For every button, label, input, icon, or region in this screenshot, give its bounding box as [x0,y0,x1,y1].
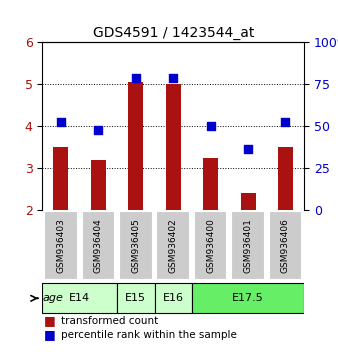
FancyBboxPatch shape [44,211,78,280]
Point [133,75,139,81]
Bar [166,84,181,210]
Text: E15: E15 [125,293,146,303]
Text: age: age [43,293,64,303]
Text: ■: ■ [44,314,56,327]
Bar [278,147,293,210]
Bar [53,147,68,210]
Text: E16: E16 [163,293,184,303]
Text: GSM936404: GSM936404 [94,218,103,273]
FancyBboxPatch shape [192,283,304,313]
Text: transformed count: transformed count [61,316,158,326]
Point [58,119,64,125]
Point [245,146,251,152]
Bar [91,160,106,210]
Bar [128,82,143,210]
Bar [241,193,256,210]
Point [96,127,101,133]
Text: GSM936400: GSM936400 [206,218,215,273]
FancyBboxPatch shape [154,283,192,313]
Point [170,75,176,81]
Text: GSM936406: GSM936406 [281,218,290,273]
Text: ■: ■ [44,328,56,341]
Text: E14: E14 [69,293,90,303]
FancyBboxPatch shape [117,283,154,313]
FancyBboxPatch shape [231,211,265,280]
Text: GSM936405: GSM936405 [131,218,140,273]
FancyBboxPatch shape [194,211,227,280]
Text: GSM936403: GSM936403 [56,218,66,273]
FancyBboxPatch shape [156,211,190,280]
Text: E17.5: E17.5 [232,293,264,303]
FancyBboxPatch shape [269,211,302,280]
Text: percentile rank within the sample: percentile rank within the sample [61,330,237,340]
Title: GDS4591 / 1423544_at: GDS4591 / 1423544_at [93,26,254,40]
Point [208,123,213,129]
FancyBboxPatch shape [42,283,117,313]
Text: GSM936401: GSM936401 [244,218,252,273]
Point [283,119,288,125]
FancyBboxPatch shape [81,211,115,280]
FancyBboxPatch shape [119,211,153,280]
Text: GSM936402: GSM936402 [169,218,178,273]
Bar [203,158,218,210]
